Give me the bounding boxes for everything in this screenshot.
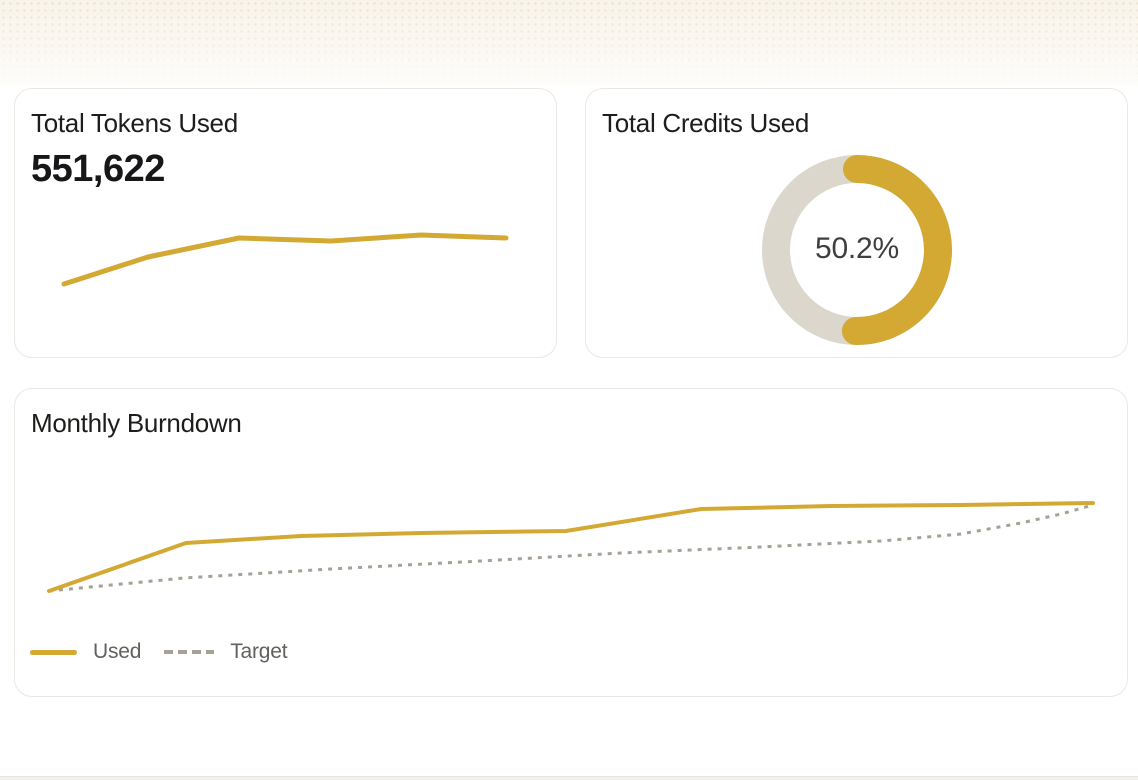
page-background-band	[0, 0, 1138, 86]
credits-donut-chart	[762, 155, 952, 345]
total-credits-title: Total Credits Used	[602, 108, 810, 138]
total-credits-card: Total Credits Used 50.2%	[585, 88, 1128, 358]
monthly-burndown-title: Monthly Burndown	[31, 408, 242, 438]
tokens-sparkline-line	[61, 232, 509, 287]
used-line-swatch-icon	[30, 649, 77, 655]
burndown-legend: Used Target	[30, 640, 288, 664]
used-series-line	[47, 501, 1095, 593]
bottom-section-edge	[0, 776, 1138, 780]
total-tokens-card: Total Tokens Used 551,622	[14, 88, 557, 358]
legend-target-label: Target	[230, 640, 288, 663]
total-tokens-title: Total Tokens Used	[31, 108, 238, 138]
legend-used-label: Used	[93, 640, 142, 663]
total-tokens-value: 551,622	[31, 148, 165, 190]
donut-progress-ring	[762, 155, 952, 345]
monthly-burndown-card: Monthly Burndown Used Target	[14, 388, 1128, 697]
burndown-line-chart	[47, 501, 1095, 593]
tokens-sparkline-chart	[61, 232, 509, 287]
target-series-line	[48, 503, 1094, 593]
target-line-swatch-icon	[164, 650, 215, 654]
legend-item-used[interactable]: Used	[30, 640, 141, 664]
credits-percent-value: 50.2%	[814, 232, 900, 265]
legend-item-target[interactable]: Target	[164, 640, 288, 664]
